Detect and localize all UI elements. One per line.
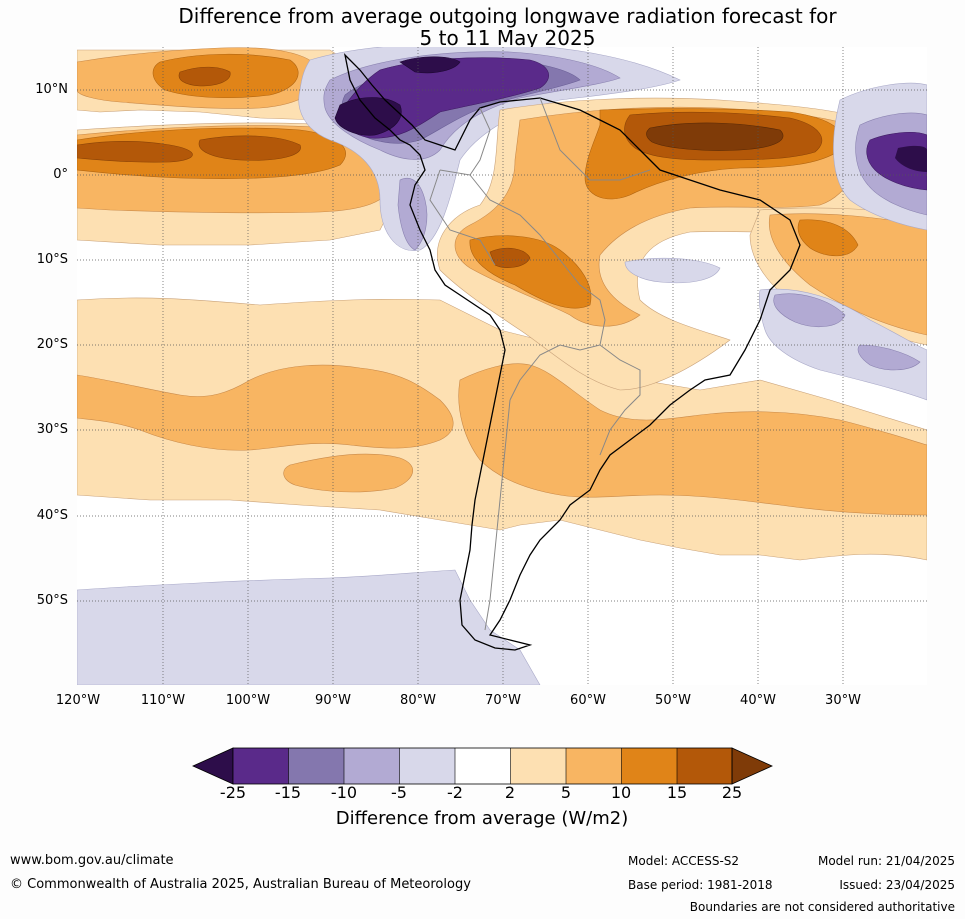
contour-band-lt-neg25-atlantic [895,145,927,172]
colorbar-tick: 5 [560,783,572,802]
contour-band-neg5-neg2-south [77,569,541,685]
colorbar-15-25 [677,748,732,784]
contour-band-5-10-coast [283,453,413,493]
lat-label-50s: 50°S [36,593,68,608]
anomaly-field [77,47,927,685]
colorbar-tick: 10 [610,783,632,802]
colorbar-tick: 15 [666,783,688,802]
colorbar-neg25-neg15 [233,748,289,784]
lat-label-30s: 30°S [36,422,68,437]
colorbar-tick: -10 [330,783,358,802]
colorbar-tick: -5 [391,783,407,802]
lon-label-120w: 120°W [55,693,101,708]
colorbar-tick: -25 [219,783,247,802]
lon-label-60w: 60°W [570,693,606,708]
country-borders [429,97,651,631]
title-line-1: Difference from average outgoing longwav… [178,4,837,28]
lat-label-20s: 20°S [36,337,68,352]
contour-band-5-10-patagonia [458,363,927,516]
lat-label-10s: 10°S [36,252,68,267]
colorbar-lt-neg25 [192,747,234,785]
contour-band-10-15-atlantic [797,219,859,257]
colorbar-neg2-2 [455,748,511,784]
lat-label-10n: 10°N [35,82,68,97]
footer-model-run: Model run: 21/04/2025 [817,854,955,868]
contour-band-15-25-north [178,66,231,87]
colorbar-tick: -15 [274,783,302,802]
lon-label-40w: 40°W [740,693,776,708]
footer-copyright: © Commonwealth of Australia 2025, Austra… [10,877,471,892]
south-america-coastline [343,53,801,651]
contour-band-15-25-amazon [489,111,823,268]
colorbar-neg5-neg2 [399,748,455,784]
lat-label-40s: 40°S [36,508,68,523]
colorbar-tick: 25 [721,783,743,802]
colorbar-10-15 [621,748,677,784]
colorbar-gt-25 [731,747,773,785]
footer-url[interactable]: www.bom.gov.au/climate [10,853,174,868]
contour-band-lt-neg25-north [334,56,461,136]
lon-label-100w: 100°W [225,693,271,708]
contour-band-neg10-neg5-brazil [773,293,921,371]
footer-issued: Issued: 23/04/2025 [839,878,955,892]
title-line-2: 5 to 11 May 2025 [419,26,596,50]
graticule [77,47,927,685]
colorbar-5-10 [566,748,622,784]
contour-band-gt-25-amazon [646,122,784,151]
lon-label-70w: 70°W [485,693,521,708]
lon-label-80w: 80°W [400,693,436,708]
lon-label-50w: 50°W [655,693,691,708]
footer-model: Model: ACCESS-S2 [628,854,740,868]
contour-band-5-10-west [77,364,454,451]
colorbar-tick: -2 [447,783,463,802]
footer-disclaimer: Boundaries are not considered authoritat… [689,900,955,914]
colorbar-2-5 [510,748,566,784]
colorbar-title: Difference from average (W/m2) [335,808,629,829]
colorbar-neg10-neg5 [344,748,400,784]
map-title: Difference from average outgoing longwav… [0,5,965,49]
footer-base-period: Base period: 1981-2018 [628,878,773,892]
colorbar-neg15-neg10 [288,748,344,784]
lon-label-90w: 90°W [315,693,351,708]
lat-label-0: 0° [53,167,68,182]
colorbar-tick: 2 [504,783,516,802]
lon-label-110w: 110°W [140,693,186,708]
contour-band-neg10-neg5-andes [397,177,428,251]
colorbar [192,747,773,785]
contour-band-15-25-equatorial [77,135,301,163]
contour-band-neg5-neg2-central [624,257,721,284]
lon-label-30w: 30°W [825,693,861,708]
